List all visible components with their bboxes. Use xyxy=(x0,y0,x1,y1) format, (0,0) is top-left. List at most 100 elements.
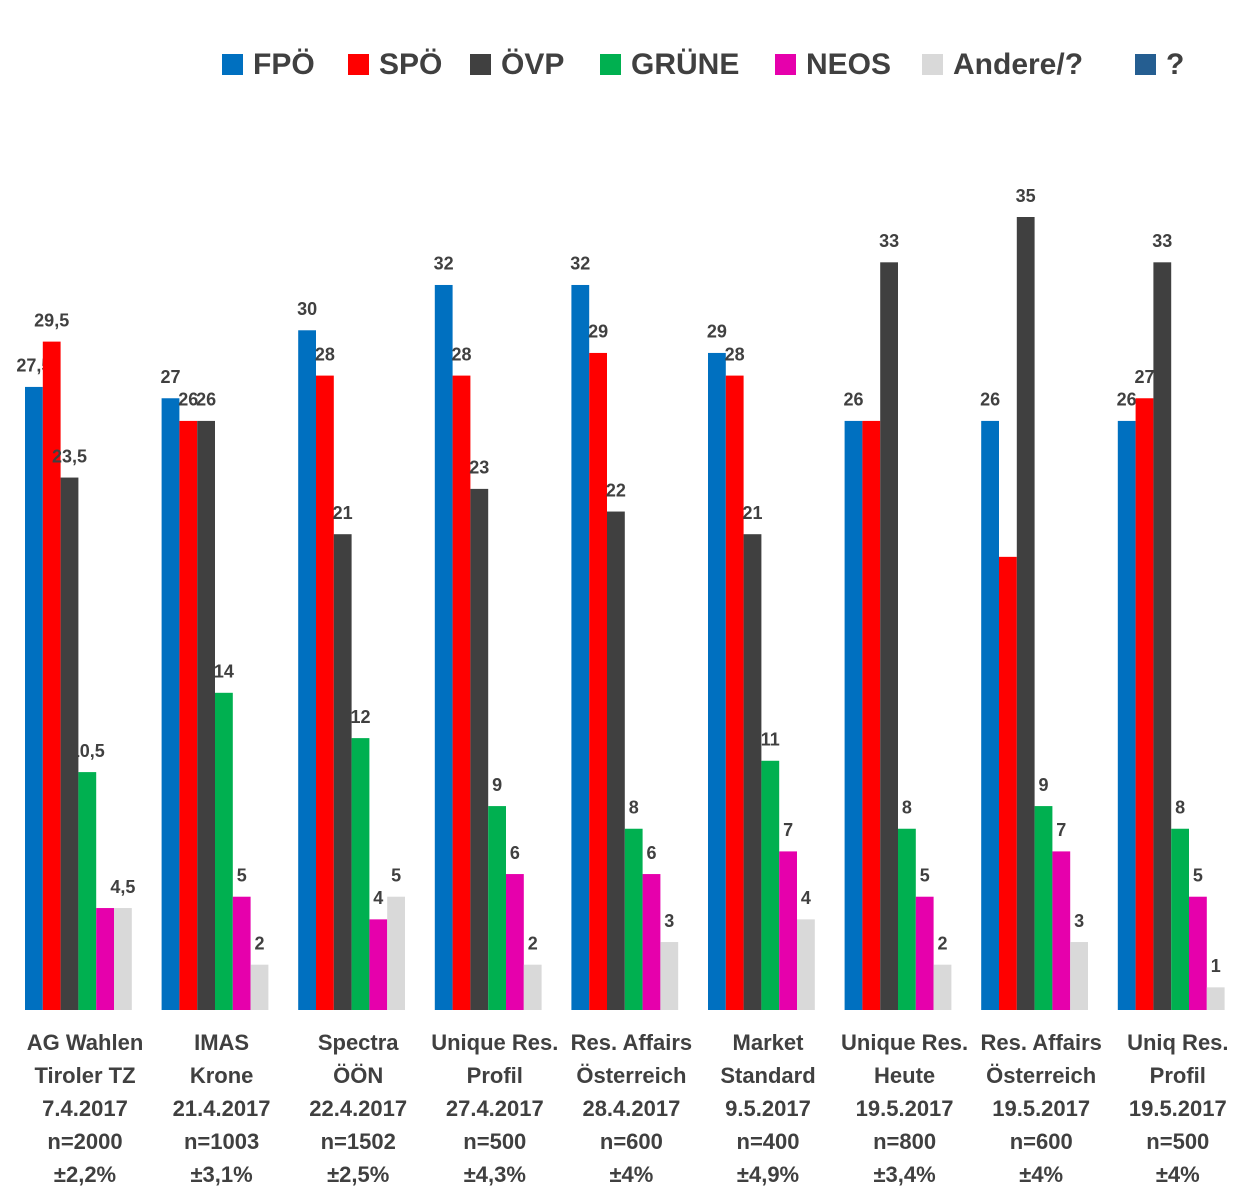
value-label: 33 xyxy=(1152,231,1172,251)
x-tick-line: n=600 xyxy=(600,1129,663,1154)
bar xyxy=(1052,851,1071,1010)
value-label: 2 xyxy=(937,933,947,953)
bar xyxy=(1016,217,1035,1010)
legend-label: ? xyxy=(1166,48,1184,81)
bar xyxy=(725,375,744,1011)
value-label: 27 xyxy=(160,367,180,387)
bar xyxy=(78,772,97,1010)
bar xyxy=(387,896,405,1010)
value-label: 22 xyxy=(606,480,626,500)
bar xyxy=(1117,420,1136,1010)
bar xyxy=(624,828,643,1010)
bar xyxy=(898,828,916,1010)
x-tick-line: Unique Res. xyxy=(431,1030,558,1055)
value-label: 28 xyxy=(725,344,745,364)
x-tick-line: 19.5.2017 xyxy=(856,1096,954,1121)
value-label: 14 xyxy=(214,662,234,682)
x-tick-line: ±3,4% xyxy=(873,1162,935,1187)
x-tick-line: Standard xyxy=(720,1063,815,1088)
value-label: 6 xyxy=(646,843,656,863)
value-label: 30 xyxy=(297,299,317,319)
bar xyxy=(434,284,453,1010)
x-tick-label: Res. Affairs Österreich 19.5.2017 n=600 ±4% xyxy=(980,1030,1101,1187)
bar xyxy=(215,692,233,1010)
value-label: 21 xyxy=(742,503,762,523)
x-tick-line: n=400 xyxy=(737,1129,800,1154)
x-tick-line: 19.5.2017 xyxy=(1129,1096,1227,1121)
bar xyxy=(96,908,114,1010)
value-label: 6 xyxy=(510,843,520,863)
bar xyxy=(452,375,471,1011)
value-label: 27,5 xyxy=(16,356,51,376)
bar xyxy=(298,330,316,1010)
x-tick-line: n=1502 xyxy=(321,1129,396,1154)
value-label: 8 xyxy=(1175,797,1185,817)
x-tick-line: ±4% xyxy=(609,1162,653,1187)
bar xyxy=(250,964,269,1010)
x-tick-line: AG Wahlen xyxy=(27,1030,144,1055)
x-tick-label: Res. Affairs Österreich 28.4.2017 n=600 ±4% xyxy=(571,1030,692,1187)
value-label: 2 xyxy=(254,933,264,953)
value-label: 5 xyxy=(237,865,247,885)
bar xyxy=(862,420,881,1010)
value-label: 8 xyxy=(629,797,639,817)
bar xyxy=(915,896,934,1010)
value-label: 32 xyxy=(434,254,454,274)
value-label: 35 xyxy=(1016,186,1036,206)
bar xyxy=(42,341,61,1011)
x-tick-line: ±4% xyxy=(1156,1162,1200,1187)
x-tick-line: Market xyxy=(733,1030,805,1055)
x-tick-line: ±4% xyxy=(1019,1162,1063,1187)
value-label: 5 xyxy=(920,865,930,885)
x-tick-label: Uniq Res. Profil 19.5.2017 n=500 ±4% xyxy=(1127,1030,1228,1187)
x-tick-line: Tiroler TZ xyxy=(34,1063,135,1088)
value-label: 28 xyxy=(315,344,335,364)
value-label: 8 xyxy=(902,797,912,817)
bar xyxy=(642,874,661,1010)
bar xyxy=(880,262,898,1010)
x-tick-line: ±2,2% xyxy=(54,1162,116,1187)
value-label: 10,5 xyxy=(70,741,105,761)
bar xyxy=(179,420,198,1010)
value-label: 2 xyxy=(528,933,538,953)
x-tick-line: 27.4.2017 xyxy=(446,1096,544,1121)
x-tick-line: Res. Affairs xyxy=(980,1030,1101,1055)
bar xyxy=(470,488,489,1010)
x-tick-label: AG Wahlen Tiroler TZ 7.4.2017 n=2000 ±2,2% xyxy=(27,1030,144,1187)
value-label: 12 xyxy=(350,707,370,727)
bar xyxy=(571,284,590,1010)
x-tick-line: Profil xyxy=(1150,1063,1206,1088)
bar xyxy=(506,874,524,1010)
legend-swatch xyxy=(470,54,491,75)
legend-swatch xyxy=(348,54,369,75)
x-tick-label: IMAS Krone 21.4.2017 n=1003 ±3,1% xyxy=(173,1030,271,1187)
x-tick-line: n=500 xyxy=(1146,1129,1209,1154)
legend-label: GRÜNE xyxy=(631,48,739,81)
bar xyxy=(981,420,999,1010)
legend-label: NEOS xyxy=(806,48,891,81)
legend-swatch xyxy=(222,54,243,75)
x-tick-label: Unique Res. Profil 27.4.2017 n=500 ±4,3% xyxy=(431,1030,558,1187)
value-label: 4,5 xyxy=(110,877,135,897)
bar xyxy=(369,919,388,1010)
value-label: 4 xyxy=(373,888,383,908)
x-tick-line: ±4,9% xyxy=(737,1162,799,1187)
legend-swatch xyxy=(775,54,796,75)
value-label: 26 xyxy=(196,390,216,410)
bar xyxy=(316,375,334,1011)
x-tick-line: ±3,1% xyxy=(190,1162,252,1187)
value-label: 29,5 xyxy=(34,310,69,330)
x-tick-line: ÖÖN xyxy=(333,1063,383,1088)
x-tick-line: n=1003 xyxy=(184,1129,259,1154)
legend-label: Andere/? xyxy=(953,48,1083,81)
value-label: 7 xyxy=(783,820,793,840)
x-tick-line: n=600 xyxy=(1010,1129,1073,1154)
x-tick-line: Uniq Res. xyxy=(1127,1030,1228,1055)
x-tick-line: 19.5.2017 xyxy=(992,1096,1090,1121)
value-label: 26 xyxy=(980,390,1000,410)
bar xyxy=(660,942,679,1010)
bar xyxy=(488,806,506,1010)
x-tick-line: 28.4.2017 xyxy=(582,1096,680,1121)
value-label: 1 xyxy=(1211,956,1221,976)
